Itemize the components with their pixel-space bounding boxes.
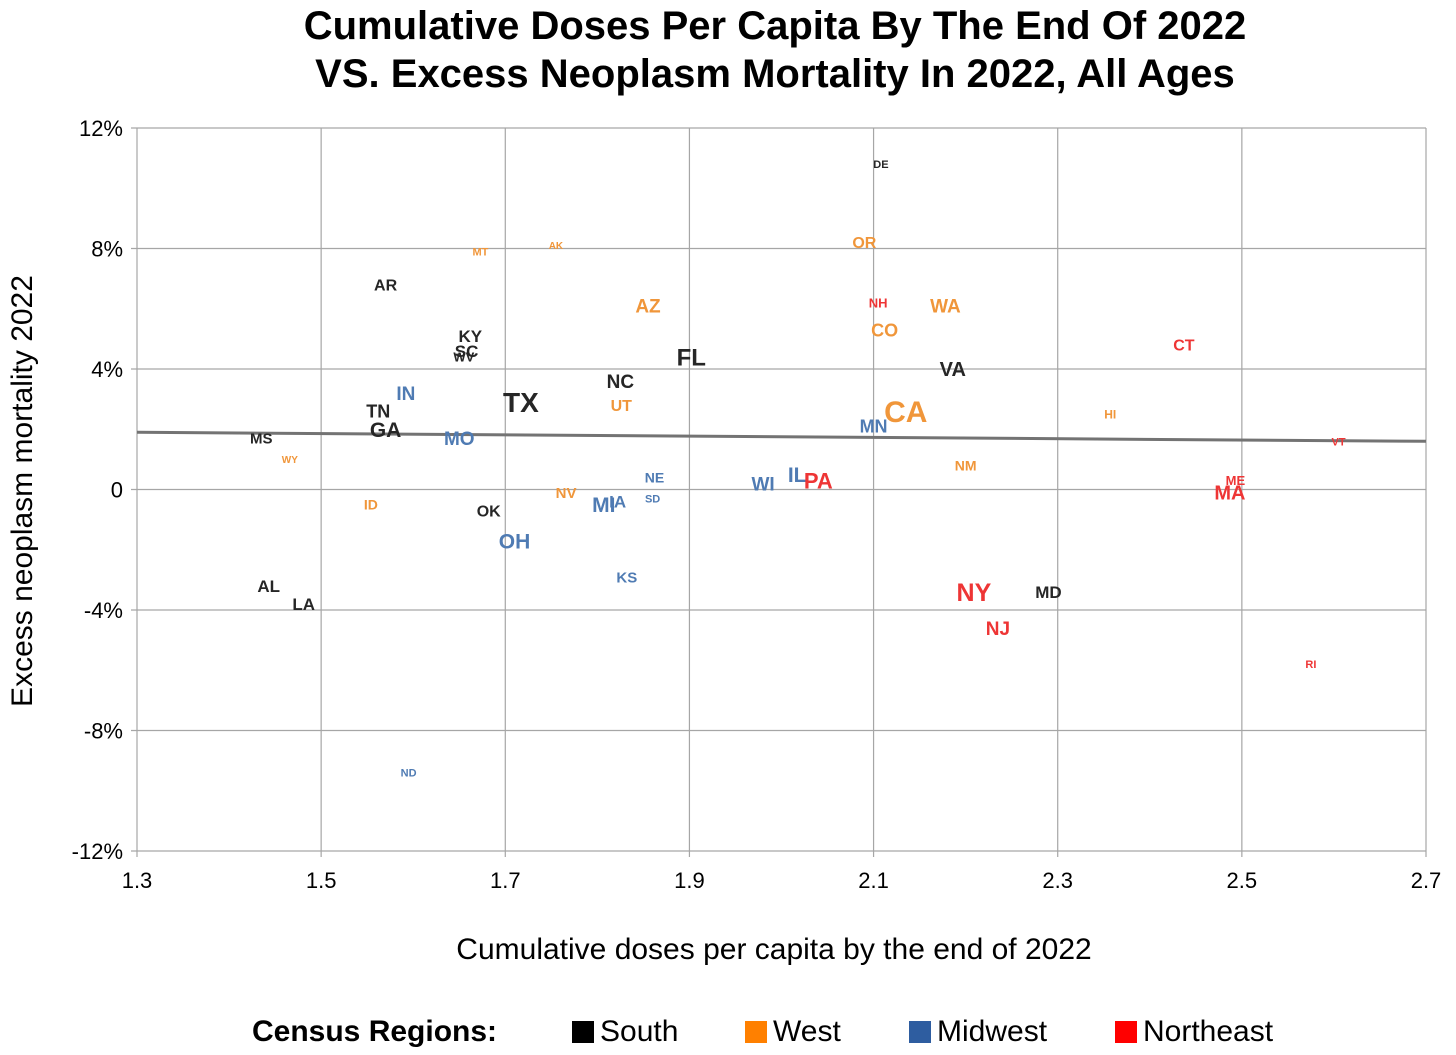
x-tick-label: 1.3 bbox=[122, 868, 153, 893]
point-ak: AK bbox=[549, 241, 564, 252]
x-tick-label: 1.5 bbox=[306, 868, 337, 893]
point-md: MD bbox=[1035, 583, 1061, 602]
point-ms: MS bbox=[250, 431, 273, 448]
point-wv: WV bbox=[453, 350, 474, 365]
point-sc: SC bbox=[455, 342, 479, 361]
legend-swatch-west bbox=[745, 1021, 767, 1043]
point-ar: AR bbox=[374, 277, 398, 294]
y-tick-label: 12% bbox=[79, 116, 123, 141]
point-tn: TN bbox=[366, 402, 390, 422]
point-de: DE bbox=[873, 159, 888, 171]
grid-lines bbox=[131, 127, 1427, 857]
point-sd: SD bbox=[645, 493, 660, 505]
point-or: OR bbox=[852, 235, 876, 252]
x-tick-label: 1.9 bbox=[674, 868, 705, 893]
y-tick-label: 0 bbox=[111, 478, 123, 503]
point-mn: MN bbox=[860, 417, 888, 437]
point-la: LA bbox=[292, 595, 315, 614]
point-wi: WI bbox=[751, 474, 774, 495]
x-axis-label: Cumulative doses per capita by the end o… bbox=[456, 933, 1091, 966]
point-nv: NV bbox=[556, 485, 577, 502]
x-tick-label: 2.7 bbox=[1411, 868, 1442, 893]
point-ma: MA bbox=[1214, 483, 1245, 505]
y-tick-label: -4% bbox=[84, 598, 123, 623]
point-vt: VT bbox=[1332, 436, 1346, 448]
chart-title-line-1: Cumulative Doses Per Capita By The End O… bbox=[303, 4, 1247, 48]
legend: Census Regions: South West Midwest North… bbox=[0, 1012, 1456, 1052]
legend-swatch-south bbox=[572, 1021, 594, 1043]
legend-item-midwest: Midwest bbox=[909, 1012, 1047, 1052]
point-id: ID bbox=[364, 497, 378, 513]
point-wa: WA bbox=[930, 297, 961, 318]
point-ri: RI bbox=[1305, 659, 1316, 671]
point-nc: NC bbox=[607, 372, 635, 393]
y-axis-label: Excess neoplasm mortality 2022 bbox=[6, 275, 39, 707]
legend-swatch-midwest bbox=[909, 1021, 931, 1043]
point-nd: ND bbox=[401, 768, 417, 780]
legend-item-south: South bbox=[572, 1012, 678, 1052]
y-tick-label: 4% bbox=[91, 357, 123, 382]
legend-item-west: West bbox=[745, 1012, 841, 1052]
x-tick-label: 1.7 bbox=[490, 868, 521, 893]
point-nj: NJ bbox=[986, 619, 1010, 640]
point-in: IN bbox=[396, 384, 415, 405]
chart-title-line-2: VS. Excess Neoplasm Mortality In 2022, A… bbox=[315, 52, 1235, 96]
point-ga: GA bbox=[370, 419, 402, 442]
legend-title: Census Regions: bbox=[252, 1015, 498, 1048]
legend-label-midwest: Midwest bbox=[937, 1015, 1048, 1048]
point-fl: FL bbox=[677, 345, 706, 372]
point-ct: CT bbox=[1173, 338, 1195, 355]
point-mo: MO bbox=[444, 429, 475, 450]
point-ne: NE bbox=[645, 469, 664, 485]
point-mi: MI bbox=[592, 494, 615, 517]
x-tick-label: 2.3 bbox=[1042, 868, 1073, 893]
x-tick-label: 2.1 bbox=[858, 868, 889, 893]
legend-item-northeast: Northeast bbox=[1115, 1012, 1273, 1052]
point-mt: MT bbox=[472, 246, 488, 258]
point-nh: NH bbox=[869, 295, 888, 310]
point-ks: KS bbox=[616, 569, 637, 586]
point-hi: HI bbox=[1104, 408, 1116, 422]
y-tick-label: -8% bbox=[84, 719, 123, 744]
point-me: ME bbox=[1226, 473, 1246, 488]
point-nm: NM bbox=[955, 457, 977, 473]
legend-swatch-northeast bbox=[1115, 1021, 1137, 1043]
scatter-chart: 1.3 1.5 1.7 1.9 2.1 2.3 2.5 2.7 12% 8% 4% 0 -4% -8% -1… bbox=[6, 116, 1442, 966]
y-tick-label: -12% bbox=[72, 839, 123, 864]
legend-label-northeast: Northeast bbox=[1143, 1015, 1274, 1048]
chart-title: Cumulative Doses Per Capita By The End O… bbox=[0, 2, 1456, 98]
trendline bbox=[136, 430, 1427, 443]
point-ky: KY bbox=[458, 327, 482, 346]
x-tick-label: 2.5 bbox=[1227, 868, 1258, 893]
point-il: IL bbox=[788, 464, 807, 487]
legend-label-south: South bbox=[600, 1015, 679, 1048]
point-oh: OH bbox=[499, 530, 531, 553]
point-ny: NY bbox=[957, 579, 992, 607]
legend-label-west: West bbox=[773, 1015, 841, 1048]
point-tx: TX bbox=[503, 387, 539, 418]
point-ok: OK bbox=[477, 503, 501, 520]
point-az: AZ bbox=[635, 297, 661, 318]
point-va: VA bbox=[940, 359, 966, 381]
point-pa: PA bbox=[804, 468, 833, 493]
point-al: AL bbox=[257, 577, 280, 596]
point-co: CO bbox=[871, 320, 898, 340]
point-ia: IA bbox=[609, 493, 626, 512]
point-ut: UT bbox=[611, 398, 633, 415]
point-wy: WY bbox=[282, 455, 298, 466]
trendline-group bbox=[136, 430, 1427, 443]
tick-labels: 1.3 1.5 1.7 1.9 2.1 2.3 2.5 2.7 12% 8% 4% 0 -4% -8% -1… bbox=[72, 116, 1442, 893]
point-ca: CA bbox=[884, 396, 927, 429]
y-tick-label: 8% bbox=[91, 237, 123, 262]
